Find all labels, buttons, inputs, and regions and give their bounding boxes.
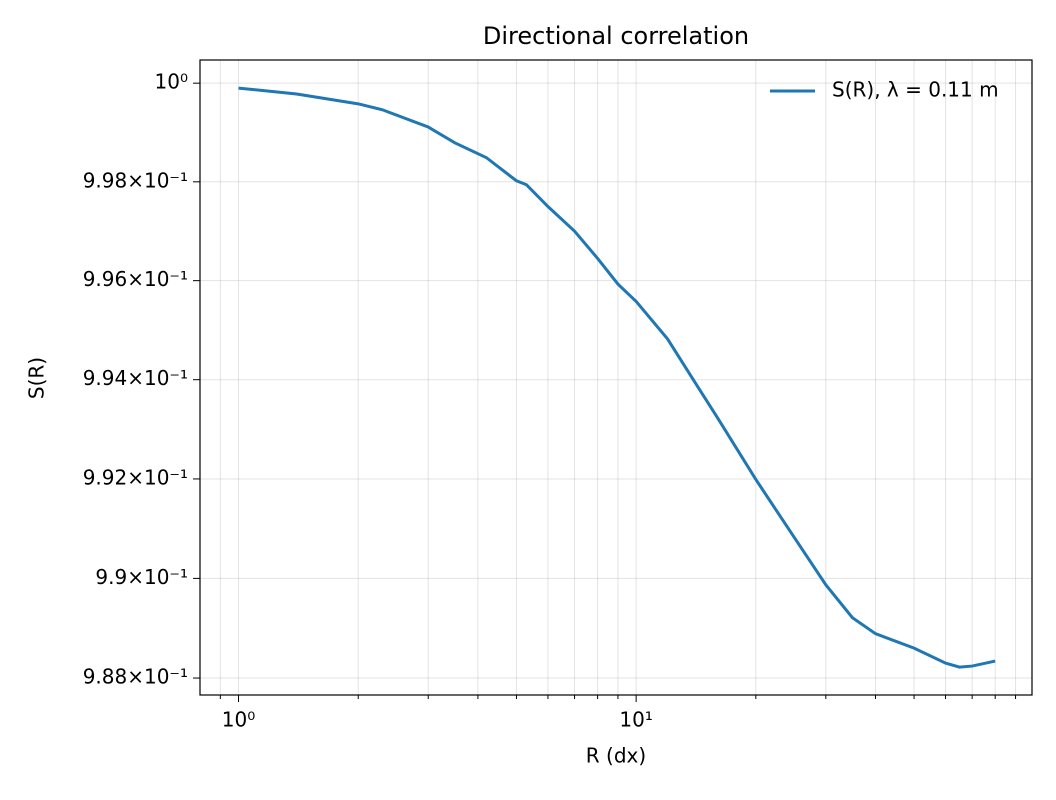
data-line xyxy=(238,86,996,669)
y-tick-label: 9.88×10⁻¹ xyxy=(83,665,188,689)
x-tick-label: 10⁰ xyxy=(222,708,255,732)
y-tick-label: 9.94×10⁻¹ xyxy=(83,366,188,390)
y-tick-label: 9.9×10⁻¹ xyxy=(95,565,188,589)
y-tick-label: 9.96×10⁻¹ xyxy=(83,267,188,291)
legend-label: S(R), λ = 0.11 m xyxy=(832,78,999,102)
plot-frame xyxy=(199,59,1033,696)
y-tick-label: 10⁰ xyxy=(155,70,188,94)
x-axis-label: R (dx) xyxy=(586,744,646,768)
y-tick-label: 9.92×10⁻¹ xyxy=(83,465,188,489)
chart-title: Directional correlation xyxy=(483,22,749,50)
y-tick-label: 9.98×10⁻¹ xyxy=(83,168,188,192)
x-tick-label: 10¹ xyxy=(619,708,652,732)
y-axis-label: S(R) xyxy=(25,357,49,399)
